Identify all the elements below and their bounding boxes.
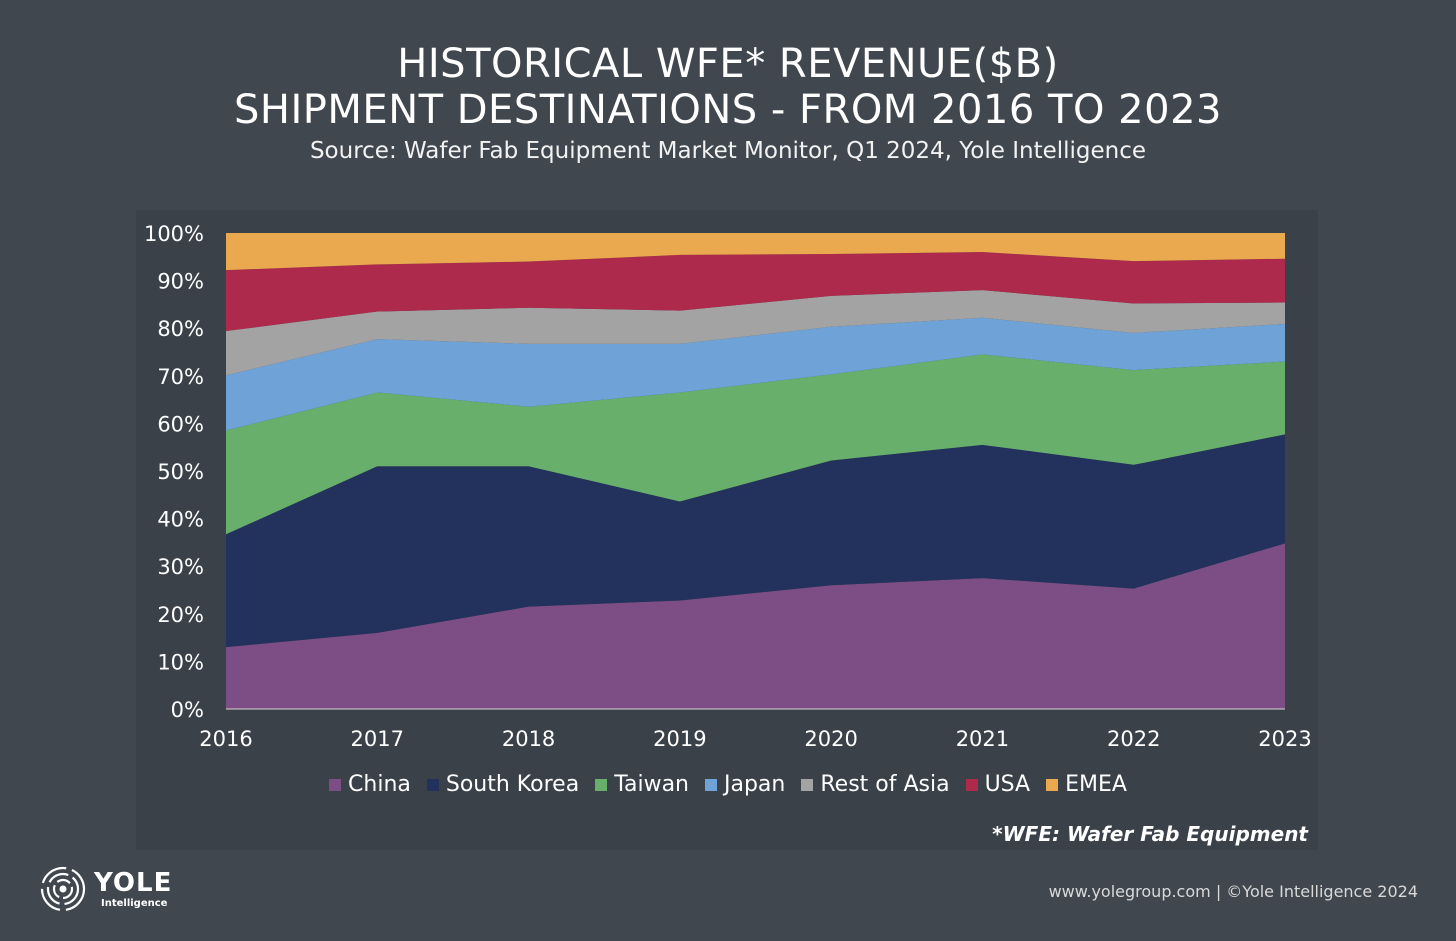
- legend-swatch: [426, 778, 439, 791]
- legend-label: Rest of Asia: [820, 772, 950, 797]
- x-tick-label: 2021: [956, 727, 1009, 751]
- y-tick-label: 10%: [157, 650, 204, 674]
- y-tick-label: 20%: [157, 603, 204, 627]
- area-series-emea: [226, 233, 1285, 271]
- legend-swatch: [801, 778, 814, 791]
- legend-label: South Korea: [445, 772, 580, 797]
- legend-item: USA: [965, 772, 1031, 797]
- yole-logo-icon: [40, 866, 86, 912]
- area-series-taiwan: [226, 354, 1285, 535]
- x-tick-label: 2016: [199, 727, 252, 751]
- legend-label: Japan: [724, 772, 786, 797]
- y-tick-label: 30%: [157, 555, 204, 579]
- area-series-china: [226, 543, 1285, 709]
- y-tick-label: 100%: [144, 222, 204, 246]
- logo-subtitle: Intelligence: [101, 898, 168, 909]
- area-series-usa: [226, 252, 1285, 332]
- footnote: *WFE: Wafer Fab Equipment: [992, 822, 1308, 846]
- legend-label: China: [348, 772, 411, 797]
- area-series-rest-of-asia: [226, 290, 1285, 376]
- x-tick-label: 2020: [804, 727, 857, 751]
- legend-swatch: [705, 778, 717, 791]
- y-tick-label: 80%: [157, 317, 204, 341]
- chart-title-line2: SHIPMENT DESTINATIONS - FROM 2016 TO 202…: [234, 87, 1222, 133]
- legend-item: China: [329, 772, 411, 797]
- legend-item: Taiwan: [595, 772, 689, 797]
- x-tick-label: 2018: [502, 727, 555, 751]
- x-tick-label: 2023: [1258, 727, 1311, 751]
- legend-label: Taiwan: [614, 772, 689, 797]
- y-tick-label: 90%: [157, 270, 204, 294]
- legend-label: EMEA: [1065, 772, 1127, 797]
- x-tick-label: 2017: [351, 727, 404, 751]
- legend-item: Rest of Asia: [801, 772, 950, 797]
- legend-swatch: [329, 778, 342, 791]
- legend-item: EMEA: [1046, 772, 1127, 797]
- legend-swatch: [965, 778, 978, 791]
- y-tick-label: 0%: [171, 698, 204, 722]
- chart-subtitle: Source: Wafer Fab Equipment Market Monit…: [309, 138, 1147, 164]
- x-tick-label: 2022: [1107, 727, 1160, 751]
- y-tick-label: 40%: [157, 508, 204, 532]
- x-tick-label: 2019: [653, 727, 706, 751]
- legend-item: Japan: [705, 772, 785, 797]
- logo-wordmark: YOLE: [94, 868, 173, 898]
- legend-item: South Korea: [426, 772, 580, 797]
- chart-legend: China South Korea Taiwan Japan Rest of Asia U…: [0, 772, 1456, 797]
- area-series-south-korea: [226, 434, 1285, 648]
- legend-label: USA: [984, 772, 1031, 797]
- y-tick-label: 50%: [157, 460, 204, 484]
- y-tick-label: 70%: [157, 365, 204, 389]
- chart-title-line1: HISTORICAL WFE* REVENUE($B): [397, 41, 1059, 87]
- area-series-japan: [226, 317, 1285, 431]
- footer-copyright: www.yolegroup.com | ©Yole Intelligence 2…: [1048, 882, 1418, 901]
- y-tick-label: 60%: [157, 412, 204, 436]
- legend-swatch: [1046, 778, 1059, 791]
- legend-swatch: [595, 778, 608, 791]
